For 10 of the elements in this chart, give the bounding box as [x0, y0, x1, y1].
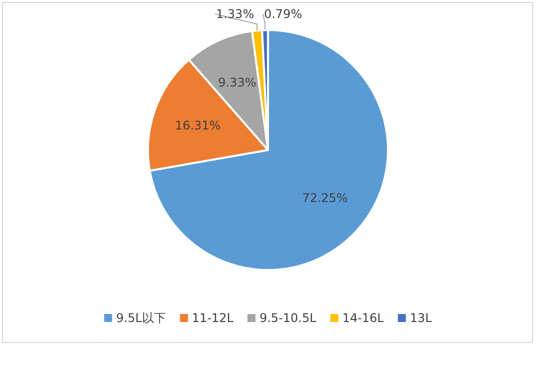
data-label: 1.33%: [216, 7, 254, 21]
legend-label: 13L: [410, 311, 432, 325]
legend-label: 11-12L: [192, 311, 234, 325]
data-label: 72.25%: [302, 190, 348, 205]
legend-label: 14-16L: [342, 311, 384, 325]
legend-label: 9.5L以下: [116, 311, 166, 325]
data-label: 9.33%: [218, 75, 256, 90]
data-label: 16.31%: [174, 118, 221, 132]
legend-label: 9.5-10.5L: [259, 311, 317, 325]
data-label: 0.79%: [264, 7, 302, 21]
